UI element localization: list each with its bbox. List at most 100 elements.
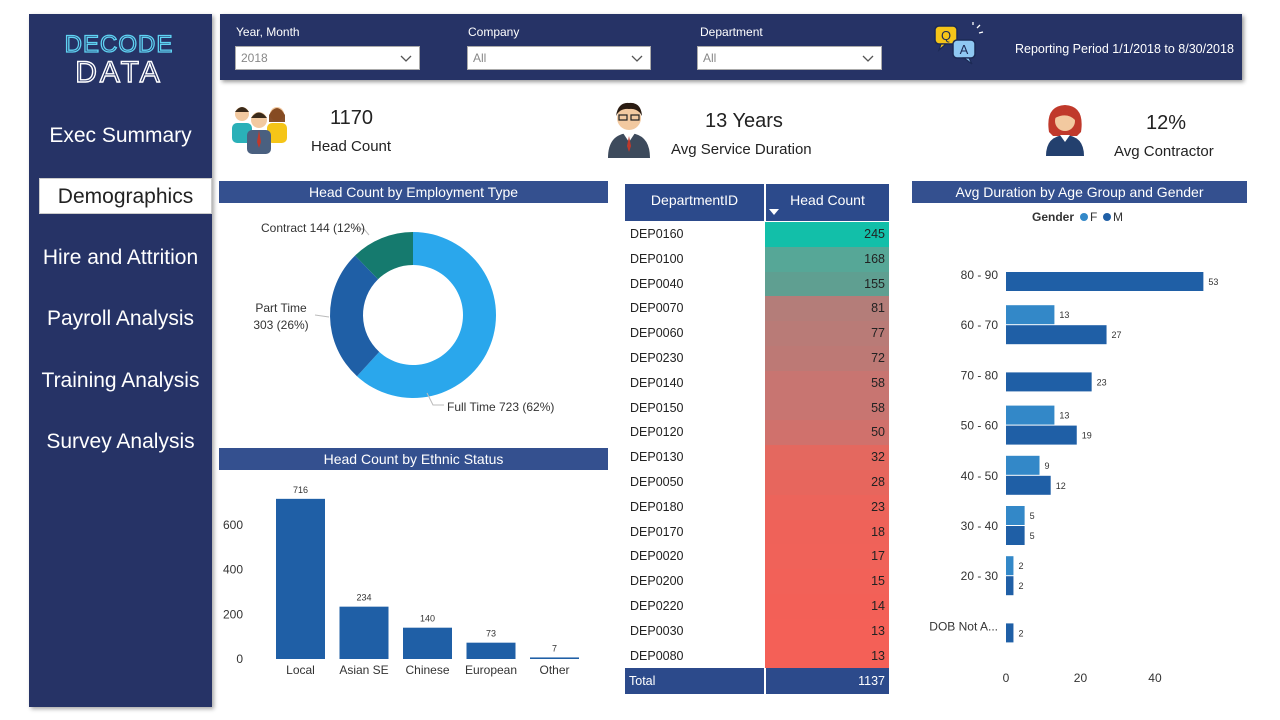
data-label: 2 <box>1018 561 1023 571</box>
bar-other[interactable] <box>530 657 579 659</box>
total-label: Total <box>629 674 656 688</box>
head-count-cell: 23 <box>765 494 889 520</box>
headcount-label: Head Count <box>311 138 392 155</box>
bar-f-5[interactable] <box>1006 506 1025 525</box>
table-row[interactable]: DEP0120 50 <box>625 420 889 446</box>
bar-f-1[interactable] <box>1006 305 1055 325</box>
people-group-icon <box>232 107 287 154</box>
age-group-label: 80 - 90 <box>961 268 999 282</box>
qa-icon[interactable]: Q A <box>933 22 985 70</box>
bar-local[interactable] <box>276 498 325 659</box>
full-time-leader-line <box>426 392 444 406</box>
data-label: 12 <box>1056 481 1066 491</box>
x-tick-label: 0 <box>1003 671 1010 685</box>
donut-slice-full-time[interactable] <box>356 232 496 398</box>
table-row[interactable]: DEP0160 245 <box>625 222 889 247</box>
department-id-cell: DEP0120 <box>630 425 684 440</box>
nav-hire-attrition[interactable]: Hire and Attrition <box>42 246 199 269</box>
businessman-icon <box>608 102 650 158</box>
head-count-cell: 17 <box>765 544 889 570</box>
head-count-value: 13 <box>871 648 885 663</box>
table-row[interactable]: DEP0150 58 <box>625 395 889 421</box>
department-id-cell: DEP0100 <box>630 251 684 266</box>
legend-f-swatch <box>1080 213 1088 221</box>
bar-m-6[interactable] <box>1006 576 1014 596</box>
head-count-cell: 50 <box>765 420 889 446</box>
bar-m-5[interactable] <box>1006 526 1025 545</box>
company-filter-label: Company <box>468 25 520 39</box>
bar-m-1[interactable] <box>1006 325 1107 345</box>
bar-m-2[interactable] <box>1006 372 1092 392</box>
nav-training-analysis[interactable]: Training Analysis <box>41 369 200 392</box>
legend-m-label: M <box>1113 210 1123 224</box>
data-label: 13 <box>1059 310 1069 320</box>
nav-demographics[interactable]: Demographics <box>39 178 212 214</box>
employment-type-title: Head Count by Employment Type <box>219 181 608 203</box>
legend-m-swatch <box>1103 213 1111 221</box>
donut-label-full-time: Full Time 723 (62%) <box>447 400 554 414</box>
donut-slice-part-time[interactable] <box>330 255 380 377</box>
data-label: 2 <box>1018 628 1023 638</box>
bar-asian-se[interactable] <box>339 606 389 659</box>
table-row[interactable]: DEP0070 81 <box>625 296 889 322</box>
table-row[interactable]: DEP0200 15 <box>625 569 889 594</box>
department-id-cell: DEP0050 <box>630 475 684 489</box>
bar-f-3[interactable] <box>1006 405 1055 425</box>
table-row[interactable]: DEP0030 13 <box>625 618 889 644</box>
head-count-cell: 245 <box>765 222 889 247</box>
department-filter-label: Department <box>700 25 763 39</box>
data-label: 53 <box>1208 277 1218 287</box>
brand-line1: DECODE <box>65 31 174 58</box>
donut-label-contract: Contract 144 (12%) <box>261 221 365 235</box>
head-count-value: 245 <box>864 227 885 241</box>
donut-slice-contract[interactable] <box>355 232 413 280</box>
col-header-department-id[interactable]: DepartmentID <box>625 184 764 221</box>
y-tick-label: 600 <box>223 518 243 532</box>
table-row[interactable]: DEP0140 58 <box>625 370 889 396</box>
head-count-cell: 18 <box>765 519 889 545</box>
nav-exec-summary[interactable]: Exec Summary <box>49 124 192 147</box>
bar-f-4[interactable] <box>1006 455 1040 475</box>
reporting-period: Reporting Period 1/1/2018 to 8/30/2018 <box>1015 42 1234 56</box>
bar-m-3[interactable] <box>1006 425 1077 445</box>
table-row[interactable]: DEP0170 18 <box>625 519 889 545</box>
table-row[interactable]: DEP0020 17 <box>625 544 889 570</box>
col-header-head-count[interactable]: Head Count <box>766 184 889 221</box>
sidebar: DECODE DATA Exec Summary Demographics Hi… <box>29 14 212 707</box>
year-filter-label: Year, Month <box>236 25 300 39</box>
head-count-cell: 14 <box>765 594 889 619</box>
table-row[interactable]: DEP0220 14 <box>625 594 889 619</box>
table-row[interactable]: DEP0050 28 <box>625 470 889 495</box>
table-row[interactable]: DEP0100 168 <box>625 246 889 272</box>
bar-m-0[interactable] <box>1006 272 1204 291</box>
chevron-down-icon <box>400 55 412 62</box>
company-select[interactable]: All <box>467 46 651 70</box>
total-divider <box>764 668 766 694</box>
bar-m-7[interactable] <box>1006 623 1014 643</box>
table-row[interactable]: DEP0180 23 <box>625 494 889 520</box>
year-month-select[interactable]: 2018 <box>235 46 420 70</box>
nav-survey-analysis[interactable]: Survey Analysis <box>46 430 195 453</box>
head-count-cell: 72 <box>765 346 889 371</box>
table-row[interactable]: DEP0230 72 <box>625 346 889 371</box>
department-id-cell: DEP0130 <box>630 450 684 465</box>
age-group-label: DOB Not A... <box>929 619 998 633</box>
head-count-value: 58 <box>871 375 885 390</box>
age-gender-title: Avg Duration by Age Group and Gender <box>912 181 1247 203</box>
data-label: 9 <box>1045 461 1050 471</box>
data-label: 716 <box>293 485 308 495</box>
table-row[interactable]: DEP0130 32 <box>625 445 889 470</box>
donut-label-part-time-1: Part Time <box>255 301 307 315</box>
nav-payroll-analysis[interactable]: Payroll Analysis <box>46 307 195 330</box>
table-row[interactable]: DEP0060 77 <box>625 321 889 346</box>
table-row[interactable]: DEP0080 13 <box>625 643 889 669</box>
y-tick-label: 400 <box>223 563 243 577</box>
bar-chinese[interactable] <box>403 627 452 659</box>
table-row[interactable]: DEP0040 155 <box>625 271 889 297</box>
bar-european[interactable] <box>466 642 516 659</box>
head-count-cell: 81 <box>765 296 889 322</box>
bar-m-4[interactable] <box>1006 475 1051 495</box>
department-select[interactable]: All <box>697 46 882 70</box>
bar-f-6[interactable] <box>1006 556 1014 576</box>
legend-title: Gender <box>1032 210 1074 224</box>
